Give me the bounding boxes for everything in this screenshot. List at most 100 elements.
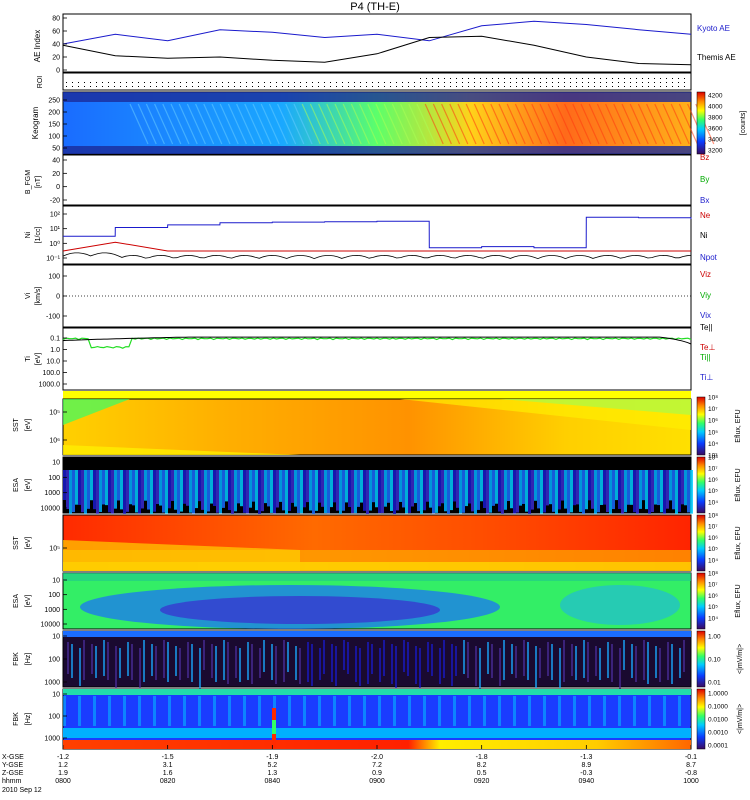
keogram-streak bbox=[244, 103, 264, 145]
roi-dot bbox=[618, 82, 619, 83]
roi-dot bbox=[618, 86, 619, 87]
esa-electron-column bbox=[477, 470, 480, 510]
legend-kyoto-ae: Kyoto AE bbox=[697, 24, 730, 33]
y-gse-value: 8.9 bbox=[581, 762, 591, 769]
roi-dot bbox=[306, 82, 307, 83]
roi-dot bbox=[534, 82, 535, 83]
fbk2-column bbox=[413, 696, 416, 726]
esa-electron-column bbox=[267, 470, 270, 507]
fbk1-column bbox=[271, 644, 273, 680]
fbk2-column bbox=[88, 696, 91, 726]
bfgm-panel: -20 0 20 40 B_FGM [nT] Bz By Bx bbox=[25, 153, 709, 206]
ni-ylabel: Ni bbox=[25, 231, 32, 238]
esa-electron-column bbox=[684, 470, 687, 506]
legend-ti-perp: Ti⊥ bbox=[700, 373, 713, 382]
z-gse-value: -0.8 bbox=[685, 770, 697, 777]
esa-electron-column bbox=[177, 470, 180, 514]
keogram-streak bbox=[383, 103, 403, 145]
roi-dot bbox=[210, 86, 211, 87]
esa-electron-column bbox=[123, 470, 126, 514]
roi-dot bbox=[552, 86, 553, 87]
roi-dot bbox=[522, 86, 523, 87]
fbk1-column bbox=[607, 642, 609, 678]
y-gse-value: 1.2 bbox=[58, 762, 68, 769]
roi-dot bbox=[624, 82, 625, 83]
roi-dot bbox=[600, 78, 601, 79]
esa-electron-column bbox=[507, 470, 510, 502]
keogram-streak bbox=[129, 103, 149, 145]
fbk2-column bbox=[68, 696, 71, 726]
roi-dot bbox=[66, 86, 67, 87]
fbk2-ylabel: FBK bbox=[13, 712, 20, 726]
esa-electron-column bbox=[651, 470, 654, 513]
esa-electron-column bbox=[414, 470, 417, 504]
esa-electron-column bbox=[228, 470, 231, 511]
fbk1-column bbox=[511, 644, 513, 674]
esa-electron-column bbox=[270, 470, 273, 513]
esa-electron-column bbox=[360, 470, 363, 503]
ni-y-tick-label: 10⁰ bbox=[49, 240, 60, 248]
esa-electron-column bbox=[120, 470, 123, 510]
keogram-streak bbox=[285, 103, 305, 145]
fbk2-column bbox=[368, 696, 371, 726]
roi-dot bbox=[282, 86, 283, 87]
fbk1-column bbox=[647, 642, 649, 684]
fbk1-ylabel: FBK bbox=[13, 652, 20, 666]
ni-y-ticks: 10⁻¹ 10⁰ 10¹ 10² bbox=[46, 212, 67, 263]
esa-ion-y-ticks: 10 100 1000 10000 bbox=[41, 578, 67, 629]
fbk1-column bbox=[191, 644, 193, 682]
roi-dot bbox=[642, 86, 643, 87]
fbk1-column bbox=[527, 642, 529, 680]
fbk2-cbar-tick-label: 0.0010 bbox=[708, 730, 728, 737]
roi-dot bbox=[312, 82, 313, 83]
roi-dot bbox=[498, 86, 499, 87]
esa-electron-column bbox=[63, 470, 66, 500]
esa-electron-column bbox=[654, 470, 657, 505]
roi-dot bbox=[198, 82, 199, 83]
roi-dots bbox=[66, 78, 685, 87]
sst-ion-y-tick-label: 10⁵ bbox=[49, 546, 60, 553]
fbk1-column bbox=[467, 642, 469, 678]
esa-electron-column bbox=[399, 470, 402, 502]
roi-dot bbox=[492, 82, 493, 83]
esa-electron-column bbox=[408, 470, 411, 513]
roi-dot bbox=[378, 82, 379, 83]
esa-electron-column bbox=[384, 470, 387, 507]
esa-electron-column bbox=[576, 470, 579, 505]
keogram-streak bbox=[432, 103, 452, 145]
roi-dot bbox=[480, 86, 481, 87]
keogram-streak bbox=[547, 103, 567, 145]
ni-y-tick-label: 10¹ bbox=[50, 226, 61, 233]
fbk2-column bbox=[268, 696, 271, 726]
flux-cbar-tick-label: 10⁵ bbox=[708, 604, 718, 611]
row-label-y-gse: Y-GSE bbox=[2, 762, 23, 769]
fbk2-column bbox=[323, 696, 326, 726]
flux-cbar-tick-label: 10⁴ bbox=[708, 499, 718, 506]
roi-dot bbox=[450, 82, 451, 83]
roi-dot bbox=[606, 82, 607, 83]
legend-viy: Viy bbox=[700, 291, 711, 300]
roi-dot bbox=[222, 82, 223, 83]
sst-electron-y-ticks: 10⁵ 10⁶ bbox=[49, 410, 67, 445]
fbk1-column bbox=[263, 640, 265, 672]
roi-dot bbox=[156, 86, 157, 87]
fbk1-column bbox=[215, 646, 217, 682]
esa-electron-column bbox=[504, 470, 507, 510]
bfgm-y-tick-label: 20 bbox=[52, 171, 60, 178]
keogram-streak bbox=[211, 103, 231, 145]
te-parallel-line bbox=[62, 336, 692, 345]
fbk2-column bbox=[233, 696, 236, 726]
flux-cbar-tick-label: 10⁸ bbox=[708, 395, 718, 402]
fbk2-column bbox=[338, 696, 341, 726]
esa-electron-column bbox=[297, 470, 300, 514]
hhmm-value: 0920 bbox=[474, 778, 490, 785]
keogram-streak bbox=[555, 103, 575, 145]
fbk1-column bbox=[499, 648, 501, 686]
roi-dot bbox=[612, 86, 613, 87]
keogram-streak bbox=[318, 103, 338, 145]
keogram-cbar-tick-label: 3800 bbox=[708, 115, 723, 122]
roi-dot bbox=[648, 82, 649, 83]
fbk2-column bbox=[373, 696, 376, 726]
fbk1-spectrogram bbox=[67, 640, 685, 690]
roi-dot bbox=[336, 82, 337, 83]
